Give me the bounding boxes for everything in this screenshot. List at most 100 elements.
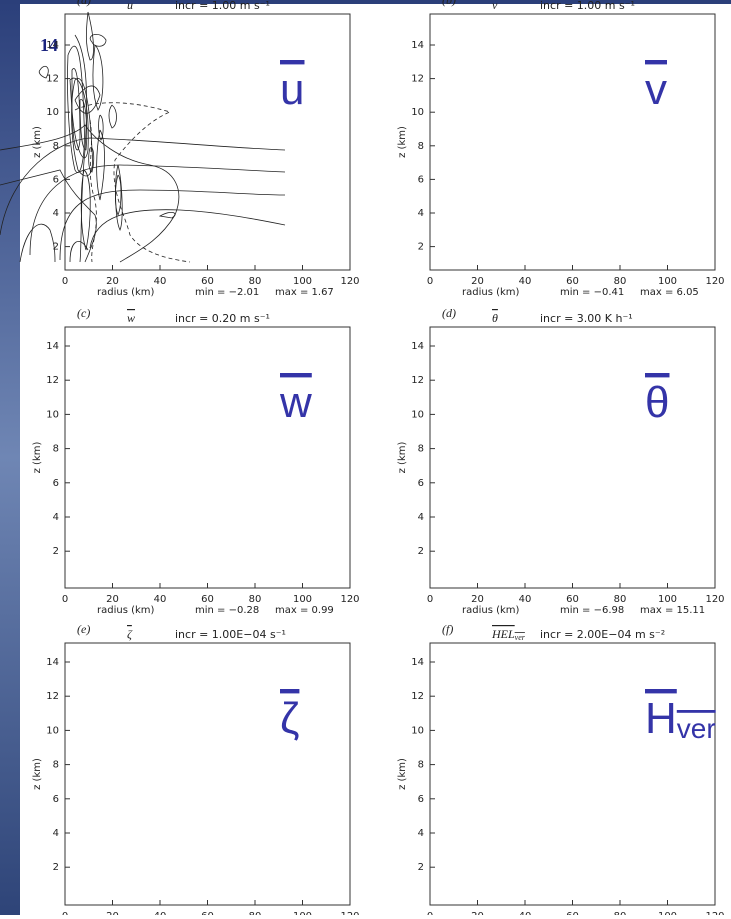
y-axis-label: z (km): [397, 442, 408, 474]
x-tick-label: 120: [340, 594, 359, 605]
x-tick-label: 40: [154, 276, 167, 287]
y-tick-label: 4: [418, 512, 424, 523]
y-tick-label: 12: [411, 74, 424, 85]
contour: [158, 212, 176, 219]
x-tick-label: 0: [62, 276, 68, 287]
y-tick-label: 12: [411, 375, 424, 386]
y-tick-label: 8: [53, 444, 59, 455]
x-tick-label: 100: [293, 594, 312, 605]
x-tick-label: 40: [519, 911, 532, 915]
symbol: v: [645, 65, 667, 114]
variable-name: θ: [492, 311, 498, 325]
slide-border: [0, 0, 731, 4]
x-tick-label: 20: [471, 276, 484, 287]
contour: [71, 78, 93, 177]
y-axis-label: z (km): [32, 758, 43, 790]
y-tick-label: 8: [418, 760, 424, 771]
symbol: ζ: [280, 694, 299, 743]
y-axis-label: z (km): [397, 758, 408, 790]
increment: incr = 1.00 m s⁻¹: [540, 0, 635, 12]
y-tick-label: 8: [53, 760, 59, 771]
x-tick-label: 40: [519, 594, 532, 605]
symbol: w: [279, 378, 312, 427]
variable-subscript: ver: [515, 633, 526, 642]
symbol: H: [645, 694, 677, 743]
contour: [89, 209, 286, 249]
x-tick-label: 120: [705, 594, 724, 605]
x-tick-label: 120: [340, 911, 359, 915]
y-tick-label: 2: [53, 546, 59, 557]
max-label: max = 15.11: [640, 605, 705, 616]
panel-letter: (f): [442, 622, 453, 636]
y-tick-label: 14: [46, 341, 59, 352]
x-tick-label: 40: [519, 276, 532, 287]
y-tick-label: 4: [53, 828, 59, 839]
x-tick-label: 80: [614, 276, 627, 287]
x-tick-label: 100: [293, 911, 312, 915]
y-tick-label: 4: [53, 208, 59, 219]
symbol: θ: [645, 378, 669, 427]
contour: [88, 147, 95, 173]
y-tick-label: 10: [411, 107, 424, 118]
contour: [80, 169, 91, 251]
y-tick-label: 12: [411, 691, 424, 702]
y-tick-label: 6: [418, 174, 424, 185]
x-tick-label: 100: [658, 276, 677, 287]
x-axis-label: radius (km): [462, 287, 520, 298]
symbol: u: [280, 65, 304, 114]
contour: [59, 189, 286, 261]
y-tick-label: 6: [418, 794, 424, 805]
contour: [74, 34, 88, 263]
x-tick-label: 20: [106, 594, 119, 605]
y-tick-label: 8: [53, 141, 59, 152]
variable-name: u: [127, 0, 133, 12]
min-label: min = −2.01: [195, 287, 259, 298]
variable-name: v: [492, 0, 498, 12]
contour: [19, 223, 56, 263]
plot-box: [429, 326, 716, 589]
contour: [0, 169, 97, 263]
x-tick-label: 120: [705, 276, 724, 287]
y-tick-label: 2: [418, 546, 424, 557]
x-tick-label: 120: [340, 276, 359, 287]
panel-letter: (e): [77, 622, 90, 636]
contour: [98, 114, 104, 141]
page-number: 14: [40, 35, 58, 55]
variable-name: u: [127, 0, 133, 12]
x-tick-label: 100: [658, 911, 677, 915]
x-axis-label: radius (km): [97, 287, 155, 298]
y-tick-label: 8: [418, 141, 424, 152]
y-tick-label: 14: [411, 40, 424, 51]
panel-letter: (c): [77, 306, 90, 320]
increment: incr = 2.00E−04 m s⁻²: [540, 628, 665, 641]
panel-letter: (a): [77, 0, 91, 7]
y-tick-label: 14: [46, 657, 59, 668]
contour: [69, 77, 89, 159]
contour: [0, 124, 180, 263]
symbol: θ: [645, 378, 669, 427]
x-tick-label: 80: [614, 911, 627, 915]
x-axis-label: radius (km): [97, 605, 155, 616]
panel-letter: (d): [442, 306, 456, 320]
x-axis-label: radius (km): [462, 605, 520, 616]
y-tick-label: 4: [53, 512, 59, 523]
x-tick-label: 20: [106, 276, 119, 287]
symbol-subscript: ver: [677, 713, 716, 744]
symbol: Hver: [645, 694, 716, 745]
x-tick-label: 20: [106, 911, 119, 915]
contour: [69, 241, 89, 263]
y-tick-label: 2: [418, 242, 424, 253]
max-label: max = 0.99: [275, 605, 334, 616]
plot-box: [64, 642, 351, 906]
min-label: min = −0.41: [560, 287, 624, 298]
y-tick-label: 12: [46, 691, 59, 702]
y-tick-label: 4: [418, 828, 424, 839]
y-tick-label: 10: [46, 409, 59, 420]
y-tick-label: 14: [411, 657, 424, 668]
contour: [79, 99, 88, 151]
y-tick-label: 12: [46, 375, 59, 386]
variable-name: HEL: [491, 627, 515, 641]
increment: incr = 3.00 K h⁻¹: [540, 312, 633, 325]
